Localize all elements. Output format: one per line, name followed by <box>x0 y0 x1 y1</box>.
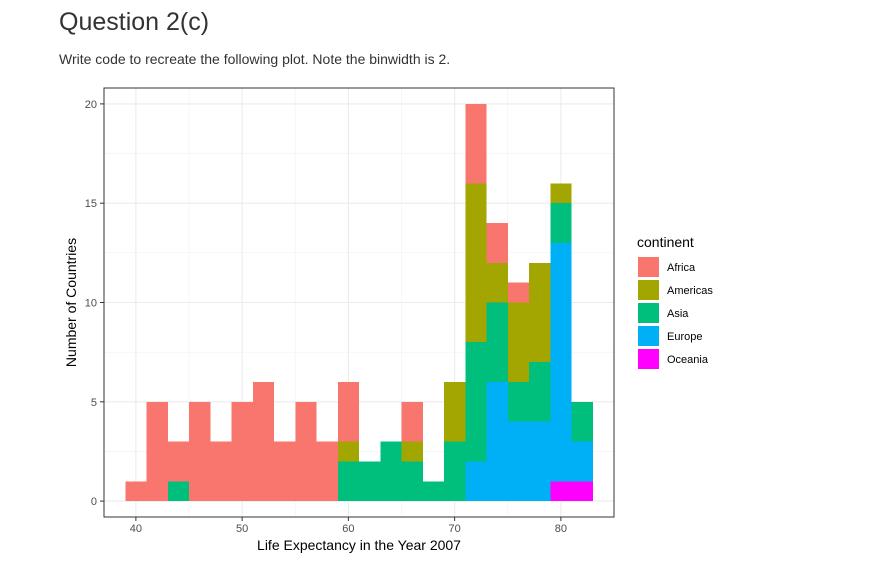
bar-asia-63 <box>380 441 402 502</box>
bar-americas-65 <box>401 441 423 462</box>
y-tick-label: 20 <box>85 99 97 111</box>
legend-label-europe: Europe <box>667 331 702 343</box>
bar-asia-69 <box>444 441 466 502</box>
x-tick-label: 80 <box>555 523 567 535</box>
x-tick-label: 40 <box>130 523 142 535</box>
bar-asia-81 <box>571 401 593 442</box>
bar-europe-71 <box>465 461 487 502</box>
legend-swatch-asia <box>638 303 659 323</box>
bar-americas-71 <box>465 183 487 343</box>
bars-group <box>125 103 593 502</box>
x-axis-title: Life Expectancy in the Year 2007 <box>257 537 461 553</box>
bar-africa-55 <box>295 401 317 502</box>
y-axis-title: Number of Countries <box>63 238 79 367</box>
bar-africa-65 <box>401 401 423 442</box>
axes-group: 40 50 60 70 80 0 5 10 15 20 <box>85 99 567 535</box>
legend-swatch-americas <box>638 280 659 300</box>
bar-americas-59 <box>337 441 359 462</box>
bar-asia-71 <box>465 342 487 462</box>
bar-americas-69 <box>444 381 466 442</box>
bar-europe-81 <box>571 441 593 482</box>
legend-label-oceania: Oceania <box>667 354 709 366</box>
bar-africa-75 <box>507 282 529 303</box>
bar-europe-79 <box>550 242 572 482</box>
bar-africa-53 <box>274 441 296 502</box>
bar-asia-77 <box>529 362 551 422</box>
legend-title: continent <box>637 234 694 250</box>
bar-africa-57 <box>316 441 338 502</box>
bar-asia-43 <box>167 481 189 502</box>
legend-label-americas: Americas <box>667 285 713 297</box>
y-tick-label: 5 <box>91 397 97 409</box>
bar-africa-39 <box>125 481 147 502</box>
legend-swatch-europe <box>638 326 659 346</box>
bar-europe-73 <box>486 381 508 502</box>
legend-swatch-africa <box>638 257 659 277</box>
y-tick-label: 0 <box>91 496 97 508</box>
bar-africa-49 <box>231 401 253 502</box>
bar-americas-79 <box>550 183 572 204</box>
bar-asia-75 <box>507 381 529 422</box>
bar-africa-73 <box>486 223 508 263</box>
bar-africa-45 <box>189 401 211 502</box>
bar-asia-59 <box>337 461 359 502</box>
y-tick-label: 15 <box>85 198 97 210</box>
bar-africa-59 <box>337 381 359 442</box>
bar-asia-73 <box>486 302 508 382</box>
bar-europe-75 <box>507 421 529 502</box>
x-tick-label: 50 <box>236 523 248 535</box>
legend-swatch-oceania <box>638 349 659 369</box>
bar-asia-65 <box>401 461 423 502</box>
bar-americas-75 <box>507 302 529 382</box>
bar-oceania-79 <box>550 481 572 502</box>
x-tick-label: 60 <box>342 523 354 535</box>
legend: continent Africa Americas Asia Europe Oceani… <box>637 234 713 369</box>
y-tick-label: 10 <box>85 298 97 310</box>
bar-oceania-81 <box>571 481 593 502</box>
bar-asia-61 <box>359 461 381 502</box>
question-description: Write code to recreate the following plo… <box>59 51 451 67</box>
legend-label-asia: Asia <box>667 308 689 320</box>
bar-asia-79 <box>550 203 572 243</box>
bar-africa-71 <box>465 103 487 184</box>
legend-label-africa: Africa <box>667 262 696 274</box>
bar-americas-77 <box>529 262 551 363</box>
bar-africa-51 <box>252 381 274 502</box>
bar-africa-47 <box>210 441 232 502</box>
bar-africa-43 <box>167 441 189 482</box>
bar-asia-67 <box>422 481 444 502</box>
x-tick-label: 70 <box>449 523 461 535</box>
bar-americas-73 <box>486 262 508 303</box>
bar-africa-41 <box>146 401 168 502</box>
bar-europe-77 <box>529 421 551 502</box>
page-title: Question 2(c) <box>59 8 210 36</box>
